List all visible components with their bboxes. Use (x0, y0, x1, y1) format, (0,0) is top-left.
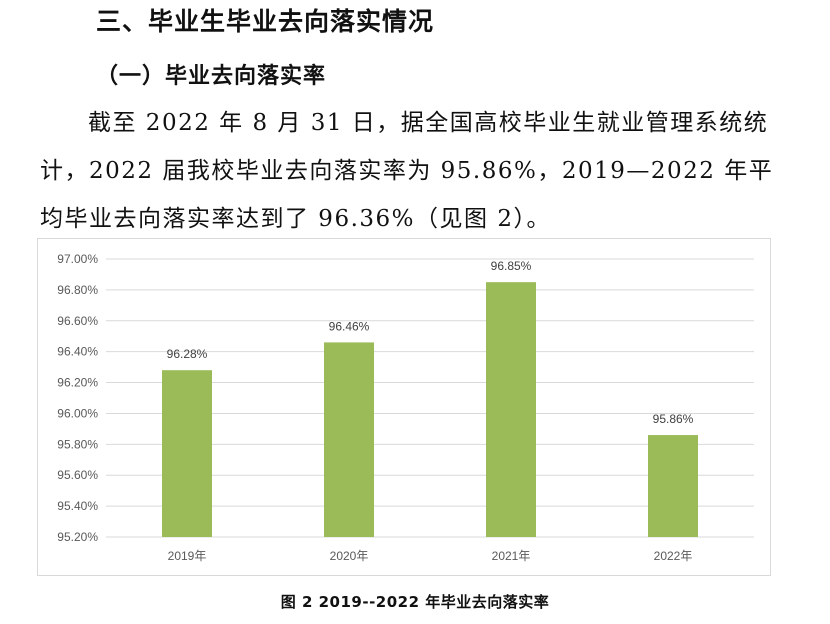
body-paragraph: 截至 2022 年 8 月 31 日，据全国高校毕业生就业管理系统统计，2022… (40, 110, 774, 232)
bar (324, 342, 374, 537)
y-tick-label: 96.40% (57, 345, 98, 359)
y-tick-label: 95.40% (57, 499, 98, 513)
data-label: 95.86% (653, 412, 694, 426)
y-tick-label: 97.00% (57, 252, 98, 266)
bar-chart: 95.20% 95.40% 95.60% 95.80% 96.00% 96.20% 96.4… (57, 252, 754, 563)
y-tick-label: 95.20% (57, 530, 98, 544)
x-tick-label: 2021年 (492, 549, 531, 563)
y-tick-label: 96.60% (57, 314, 98, 328)
section-title: 三、毕业生毕业去向落实情况 (96, 7, 435, 36)
y-tick-label: 95.60% (57, 468, 98, 482)
bar (648, 435, 698, 537)
data-label: 96.46% (329, 319, 370, 333)
bar (486, 282, 536, 537)
y-tick-label: 96.00% (57, 406, 98, 420)
x-tick-label: 2019年 (168, 549, 207, 563)
data-label: 96.28% (167, 347, 208, 361)
x-tick-label: 2020年 (330, 549, 369, 563)
chart-container: 95.20% 95.40% 95.60% 95.80% 96.00% 96.20% 96.4… (37, 238, 771, 576)
x-tick-label: 2022年 (654, 549, 693, 563)
sub-section-title: （一）毕业去向落实率 (96, 64, 327, 89)
bar (162, 370, 212, 537)
y-tick-label: 96.20% (57, 376, 98, 390)
y-tick-label: 95.80% (57, 437, 98, 451)
data-label: 96.85% (491, 259, 532, 273)
y-tick-label: 96.80% (57, 283, 98, 297)
figure-caption: 图 2 2019--2022 年毕业去向落实率 (280, 593, 550, 611)
